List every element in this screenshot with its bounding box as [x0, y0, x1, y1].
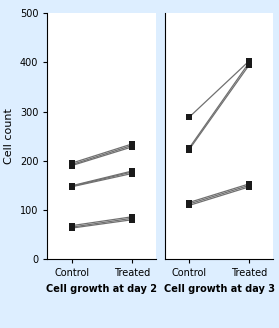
- Y-axis label: Cell count: Cell count: [4, 108, 14, 164]
- X-axis label: Cell growth at day 2: Cell growth at day 2: [46, 284, 157, 294]
- X-axis label: Cell growth at day 3: Cell growth at day 3: [163, 284, 275, 294]
